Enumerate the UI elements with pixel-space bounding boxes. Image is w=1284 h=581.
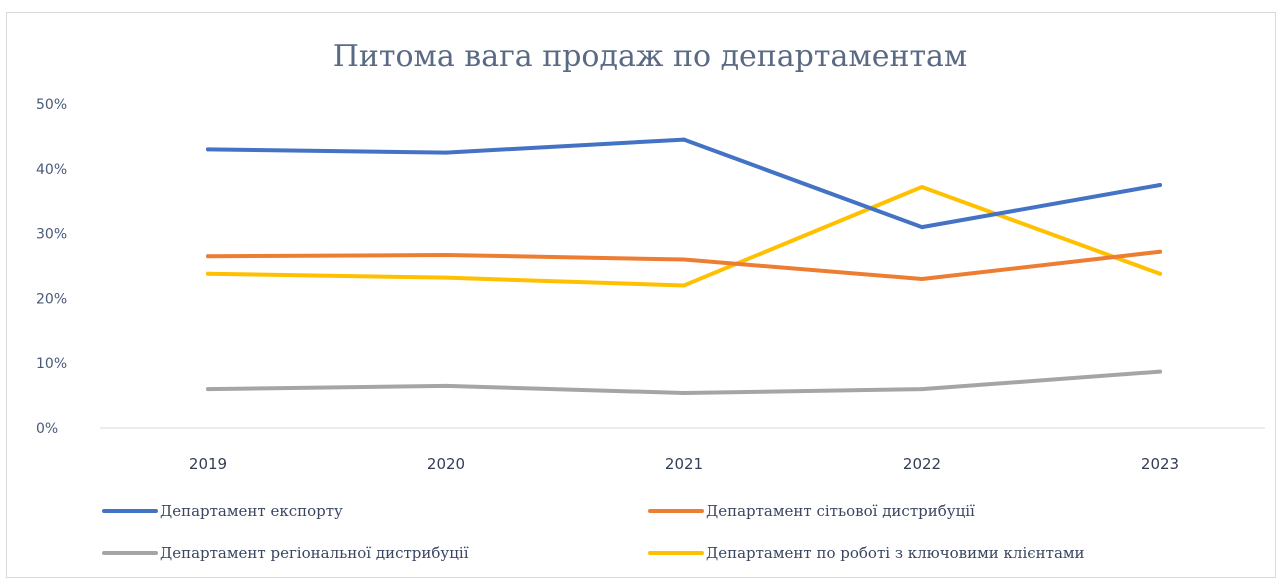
data-point	[682, 137, 686, 142]
data-point	[444, 383, 448, 388]
data-point	[1158, 369, 1162, 374]
series-lines	[206, 137, 1162, 396]
legend-label: Департамент експорту	[160, 502, 343, 520]
chart-title: Питома вага продаж по департаментам	[333, 39, 968, 74]
y-tick-label: 0%	[36, 421, 58, 437]
legend-label: Департамент по роботі з ключовими клієнт…	[706, 544, 1085, 562]
data-point	[206, 271, 210, 276]
series-line	[206, 137, 1162, 230]
data-point	[682, 257, 686, 262]
series-line	[206, 184, 1162, 288]
legend-label: Департамент регіональної дистрибуції	[160, 544, 469, 562]
data-point	[1158, 249, 1162, 254]
data-point	[1158, 183, 1162, 187]
data-point	[206, 387, 210, 392]
x-tick-label: 2020	[427, 455, 465, 473]
data-point	[206, 147, 210, 152]
y-tick-label: 40%	[36, 162, 67, 178]
series-line	[206, 369, 1162, 396]
y-tick-label: 50%	[36, 97, 67, 113]
y-tick-label: 10%	[36, 356, 67, 372]
x-tick-label: 2021	[665, 455, 703, 473]
legend-label: Департамент сітьової дистрибуції	[706, 502, 975, 520]
x-axis-ticks: 2019 2020 2021 2022 2023	[189, 455, 1179, 473]
legend: Департамент експорту Департамент сітьової…	[102, 502, 1085, 562]
data-point	[444, 150, 448, 155]
chart-frame	[6, 12, 1276, 578]
x-tick-label: 2019	[189, 455, 227, 473]
y-tick-label: 20%	[36, 291, 67, 307]
x-tick-label: 2023	[1141, 455, 1179, 473]
x-tick-label: 2022	[903, 455, 941, 473]
data-point	[920, 276, 924, 281]
y-axis-ticks: 0% 10% 20% 30% 40% 50%	[36, 97, 67, 437]
data-point	[682, 391, 686, 396]
data-point	[682, 283, 686, 288]
data-point	[920, 387, 924, 392]
data-point	[1158, 271, 1162, 276]
data-point	[920, 225, 924, 230]
data-point	[444, 275, 448, 280]
data-point	[444, 252, 448, 257]
data-point	[206, 254, 210, 259]
y-tick-label: 30%	[36, 227, 67, 243]
data-point	[920, 184, 924, 189]
